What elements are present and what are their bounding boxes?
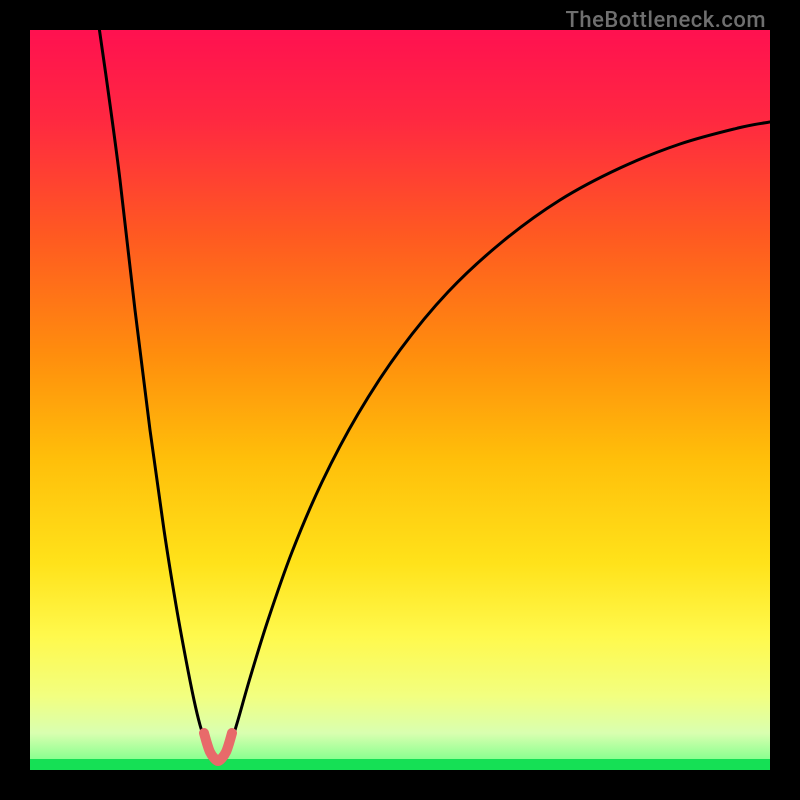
curve-layer [30,30,770,770]
plot-area [30,30,770,770]
watermark-text: TheBottleneck.com [565,8,766,33]
chart-frame: TheBottleneck.com [0,0,800,800]
curve-left-branch [98,30,210,757]
dip-marker [204,733,232,761]
curve-right-branch [226,122,770,757]
